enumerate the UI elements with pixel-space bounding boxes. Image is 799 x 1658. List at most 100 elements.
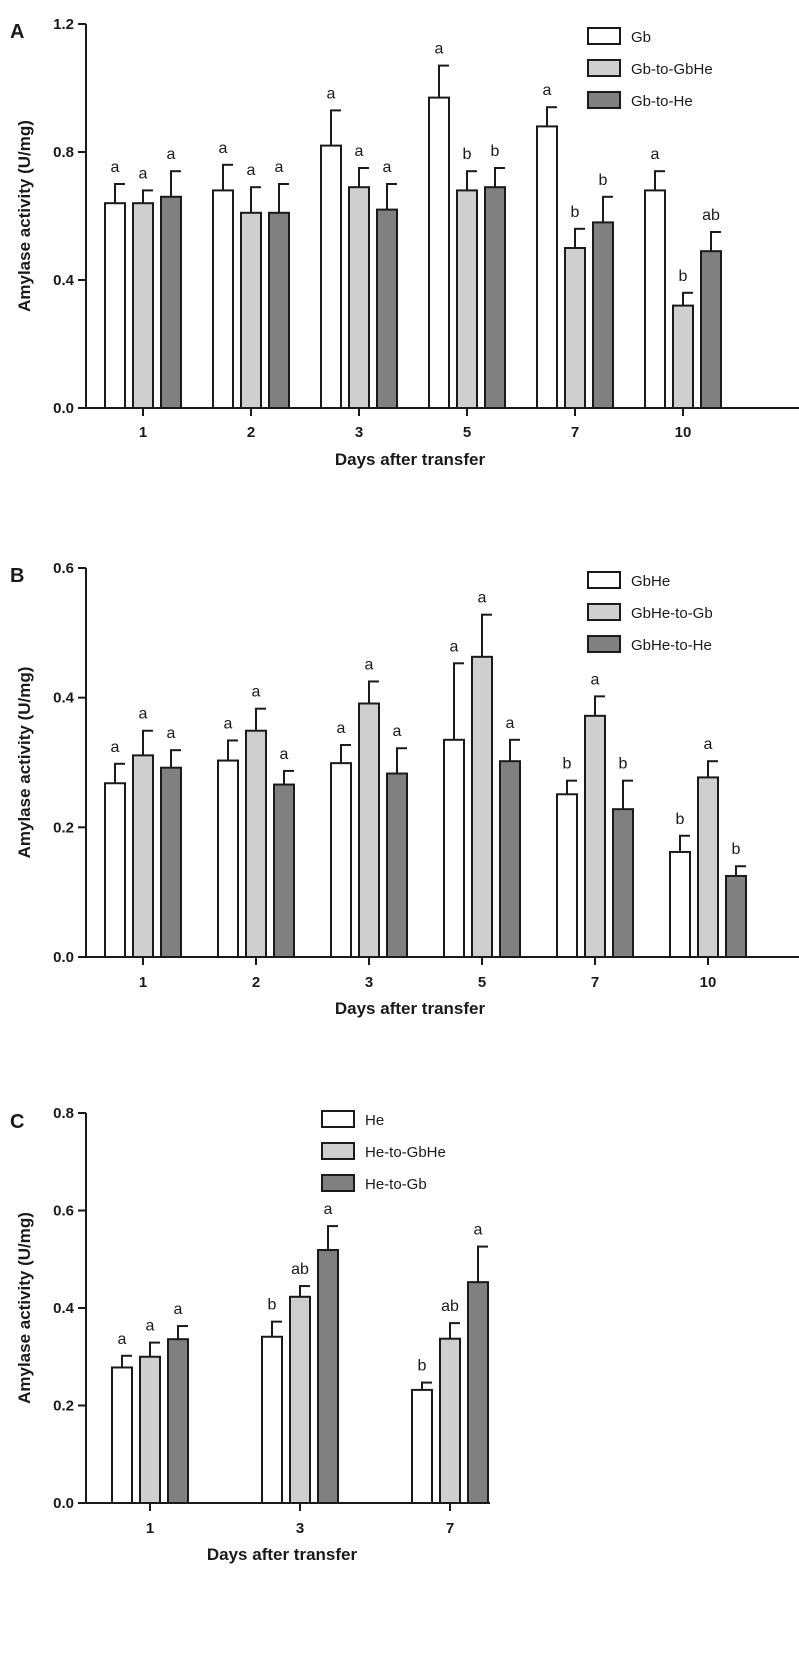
- y-axis-title: Amylase activity (U/mg): [15, 667, 34, 859]
- bar-gbhe-day-5: [443, 738, 465, 959]
- bar-gbhe-to-he-day-10: [725, 874, 747, 958]
- bar-gbhe-to-he-day-2: [273, 783, 295, 958]
- significance-label: a: [591, 671, 600, 688]
- significance-label: a: [219, 140, 228, 157]
- significance-label: a: [450, 638, 459, 655]
- bar-gb-day-7: [536, 125, 558, 410]
- significance-label: b: [418, 1358, 427, 1375]
- y-tick-label: 0.2: [53, 1398, 74, 1415]
- legend-swatch: [587, 91, 621, 109]
- legend-swatch: [587, 603, 621, 621]
- x-tick-label: 3: [296, 1520, 304, 1537]
- legend-swatch: [587, 59, 621, 77]
- bar-gbhe-day-7: [556, 793, 578, 958]
- significance-label: a: [327, 85, 336, 102]
- bar-gb-to-he-day-10: [700, 250, 722, 409]
- chart-panel-b: B 0.0 0.2 0.4 0.6 Amylase activity (U/mg) 1 a a a…: [10, 560, 799, 1018]
- y-tick-label: 0.0: [53, 400, 74, 417]
- x-tick-label: 3: [365, 974, 373, 991]
- significance-label: a: [355, 143, 364, 160]
- bar-gbhe-to-he-day-3: [386, 772, 408, 958]
- bar-gbhe-to-he-day-5: [499, 760, 521, 958]
- bar-he-day-3: [261, 1335, 283, 1504]
- legend-swatch: [587, 571, 621, 589]
- x-axis-title: Days after transfer: [335, 999, 486, 1018]
- significance-label: b: [676, 811, 685, 828]
- significance-label: a: [393, 723, 402, 740]
- y-tick-label: 0.0: [53, 1495, 74, 1512]
- significance-label: b: [571, 204, 580, 221]
- y-tick-label: 0.8: [53, 1105, 74, 1122]
- significance-label: a: [324, 1201, 333, 1218]
- significance-label: a: [478, 590, 487, 607]
- bar-he-to-gbhe-day-1: [139, 1355, 161, 1504]
- significance-label: a: [474, 1222, 483, 1239]
- significance-label: a: [383, 159, 392, 176]
- bar-gb-to-he-day-1: [160, 195, 182, 409]
- significance-label: ab: [291, 1261, 309, 1278]
- legend-label: He-to-Gb: [365, 1176, 427, 1193]
- y-tick-label: 0.6: [53, 560, 74, 577]
- significance-label: a: [704, 736, 713, 753]
- bar-gb-to-gbhe-day-5: [456, 189, 478, 409]
- significance-label: a: [111, 159, 120, 176]
- significance-label: a: [139, 165, 148, 182]
- bar-gbhe-to-gb-day-1: [132, 754, 154, 959]
- legend-label: GbHe: [631, 573, 670, 590]
- bar-gbhe-to-he-day-1: [160, 766, 182, 958]
- significance-label: b: [599, 172, 608, 189]
- chart-panel-a: A 0.0 0.4 0.8 1.2 Amylase activity (U/mg) 1 a a a…: [10, 16, 799, 469]
- legend-label: GbHe-to-He: [631, 637, 712, 654]
- significance-label: a: [167, 725, 176, 742]
- significance-label: b: [463, 146, 472, 163]
- significance-label: a: [111, 739, 120, 756]
- x-tick-label: 3: [355, 424, 363, 441]
- bar-gbhe-to-gb-day-10: [697, 776, 719, 959]
- significance-label: a: [146, 1318, 155, 1335]
- significance-label: a: [118, 1331, 127, 1348]
- y-tick-label: 0.4: [53, 272, 75, 289]
- y-axis-title: Amylase activity (U/mg): [15, 1212, 34, 1404]
- x-tick-label: 7: [446, 1520, 454, 1537]
- x-tick-label: 5: [478, 974, 486, 991]
- bar-gbhe-to-gb-day-7: [584, 714, 606, 958]
- significance-label: a: [435, 41, 444, 58]
- significance-label: a: [247, 162, 256, 179]
- x-axis-title: Days after transfer: [207, 1545, 358, 1564]
- bar-he-day-7: [411, 1388, 433, 1505]
- bar-gb-to-he-day-3: [376, 208, 398, 409]
- bar-gb-day-5: [428, 96, 450, 409]
- x-tick-label: 2: [252, 974, 260, 991]
- y-tick-label: 1.2: [53, 16, 74, 33]
- bar-gbhe-to-he-day-7: [612, 808, 634, 958]
- bar-he-to-gbhe-day-7: [439, 1337, 461, 1505]
- legend-label: GbHe-to-Gb: [631, 605, 713, 622]
- chart-panel-c: C 0.0 0.2 0.4 0.6 0.8 Amylase activity (U/mg) 1…: [10, 1105, 490, 1564]
- significance-label: ab: [441, 1298, 459, 1315]
- bar-gbhe-day-3: [330, 762, 352, 958]
- x-tick-label: 7: [571, 424, 579, 441]
- bar-gb-to-gbhe-day-2: [240, 211, 262, 409]
- bar-gbhe-day-2: [217, 759, 239, 958]
- x-axis-title: Days after transfer: [335, 450, 486, 469]
- significance-label: a: [252, 684, 261, 701]
- legend-swatch: [321, 1142, 355, 1160]
- x-tick-label: 1: [139, 974, 147, 991]
- significance-label: b: [679, 268, 688, 285]
- bar-gb-day-10: [644, 189, 666, 409]
- x-tick-label: 1: [146, 1520, 154, 1537]
- legend-label: He: [365, 1112, 384, 1129]
- x-tick-label: 10: [675, 424, 692, 441]
- significance-label: b: [268, 1297, 277, 1314]
- legend-swatch: [587, 27, 621, 45]
- panel-letter: B: [10, 565, 24, 587]
- significance-label: a: [224, 715, 233, 732]
- legend: Gb Gb-to-GbHe Gb-to-He: [587, 27, 713, 110]
- bar-gb-to-gbhe-day-10: [672, 304, 694, 410]
- legend-label: Gb-to-He: [631, 93, 693, 110]
- bar-gb-to-he-day-5: [484, 186, 506, 409]
- significance-label: a: [167, 146, 176, 163]
- bar-gbhe-to-gb-day-5: [471, 655, 493, 958]
- significance-label: a: [365, 656, 374, 673]
- legend-label: Gb: [631, 29, 651, 46]
